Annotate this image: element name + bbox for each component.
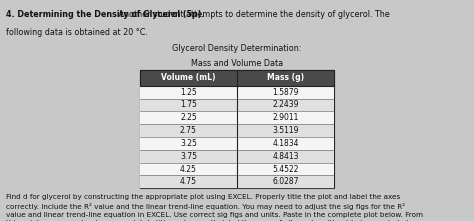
Text: 4. Determining the Density of Glycerol (5p).: 4. Determining the Density of Glycerol (… bbox=[6, 10, 204, 19]
Text: 6.0287: 6.0287 bbox=[273, 177, 299, 186]
Bar bbox=[140, 175, 334, 188]
Bar bbox=[140, 99, 334, 111]
Text: Volume (mL): Volume (mL) bbox=[161, 73, 216, 82]
Text: 5.4522: 5.4522 bbox=[273, 165, 299, 173]
Bar bbox=[140, 163, 334, 175]
Text: following data is obtained at 20 °C.: following data is obtained at 20 °C. bbox=[6, 28, 147, 37]
Text: 4.1834: 4.1834 bbox=[273, 139, 299, 148]
Text: Glycerol Density Determination:: Glycerol Density Determination: bbox=[173, 44, 301, 53]
Text: 4.25: 4.25 bbox=[180, 165, 197, 173]
Bar bbox=[140, 111, 334, 124]
Text: 1.75: 1.75 bbox=[180, 101, 197, 109]
Text: 2.9011: 2.9011 bbox=[273, 113, 299, 122]
Bar bbox=[140, 124, 334, 137]
Text: 4.8413: 4.8413 bbox=[273, 152, 299, 161]
Text: Mass (g): Mass (g) bbox=[267, 73, 304, 82]
Text: 1.5879: 1.5879 bbox=[273, 88, 299, 97]
Text: 2.25: 2.25 bbox=[180, 113, 197, 122]
Text: Another student attempts to determine the density of glycerol. The: Another student attempts to determine th… bbox=[116, 10, 390, 19]
Text: Find d for glycerol by constructing the appropriate plot using EXCEL. Properly t: Find d for glycerol by constructing the … bbox=[6, 194, 423, 221]
Text: 4.75: 4.75 bbox=[180, 177, 197, 186]
Bar bbox=[140, 70, 334, 188]
Bar bbox=[140, 86, 334, 99]
Bar bbox=[140, 70, 334, 86]
Text: 2.75: 2.75 bbox=[180, 126, 197, 135]
Text: Mass and Volume Data: Mass and Volume Data bbox=[191, 59, 283, 68]
Text: 3.75: 3.75 bbox=[180, 152, 197, 161]
Text: 1.25: 1.25 bbox=[180, 88, 197, 97]
Text: 2.2439: 2.2439 bbox=[273, 101, 299, 109]
Text: 3.5119: 3.5119 bbox=[273, 126, 299, 135]
Bar bbox=[140, 150, 334, 163]
Text: 3.25: 3.25 bbox=[180, 139, 197, 148]
Bar bbox=[140, 137, 334, 150]
